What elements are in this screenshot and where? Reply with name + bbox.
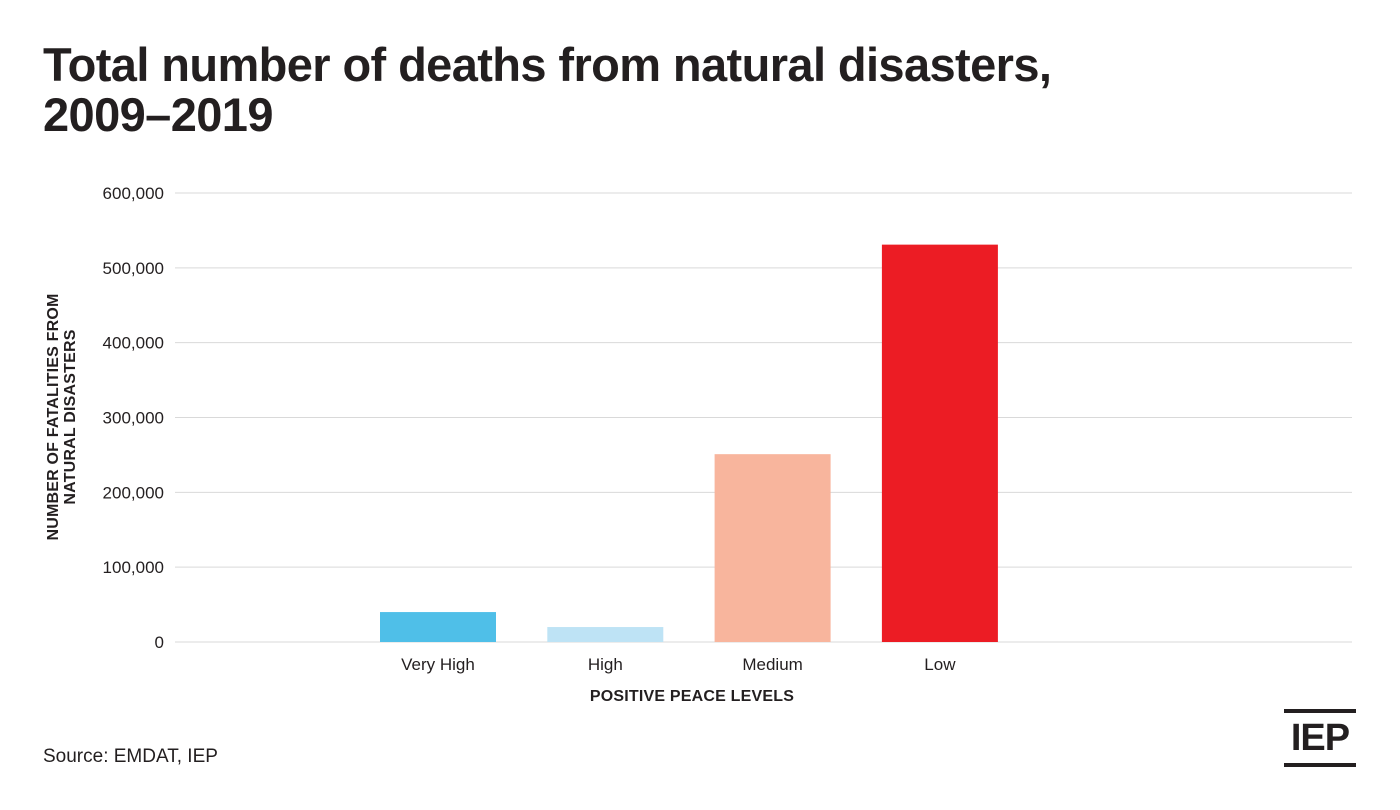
bar xyxy=(380,612,496,642)
x-tick-label: Medium xyxy=(742,655,802,674)
chart-title-line-1: Total number of deaths from natural disa… xyxy=(43,38,1052,91)
x-tick-label: Very High xyxy=(401,655,475,674)
y-axis-ticks: 0 100,000 200,000 300,000 400,000 500,000 600,… xyxy=(103,184,164,652)
y-tick-label: 200,000 xyxy=(103,483,164,502)
bars xyxy=(380,244,998,642)
logo-top-rule xyxy=(1284,709,1356,713)
iep-logo: IEP xyxy=(1284,709,1356,767)
chart-title: Total number of deaths from natural disa… xyxy=(43,40,1243,140)
y-axis-title: NUMBER OF FATALITIES FROM NATURAL DISAST… xyxy=(45,293,79,540)
bar xyxy=(714,454,831,642)
y-tick-label: 400,000 xyxy=(103,334,164,353)
bar xyxy=(881,244,998,642)
y-tick-label: 300,000 xyxy=(103,409,164,428)
x-axis-title: POSITIVE PEACE LEVELS xyxy=(590,688,794,705)
y-tick-label: 0 xyxy=(155,633,164,652)
x-tick-label: Low xyxy=(924,655,956,674)
y-axis-title-line-2: NATURAL DISASTERS xyxy=(62,329,79,504)
y-axis-title-line-1: NUMBER OF FATALITIES FROM xyxy=(45,293,62,540)
source-note: Source: EMDAT, IEP xyxy=(43,746,218,767)
y-tick-label: 600,000 xyxy=(103,184,164,203)
logo-bottom-rule xyxy=(1284,763,1356,767)
chart-title-line-2: 2009–2019 xyxy=(43,88,273,141)
y-tick-label: 500,000 xyxy=(103,259,164,278)
x-tick-label: High xyxy=(588,655,623,674)
logo-text: IEP xyxy=(1290,717,1350,759)
x-axis-ticks: Very High High Medium Low xyxy=(401,655,956,674)
bar xyxy=(547,627,664,642)
y-tick-label: 100,000 xyxy=(103,558,164,577)
